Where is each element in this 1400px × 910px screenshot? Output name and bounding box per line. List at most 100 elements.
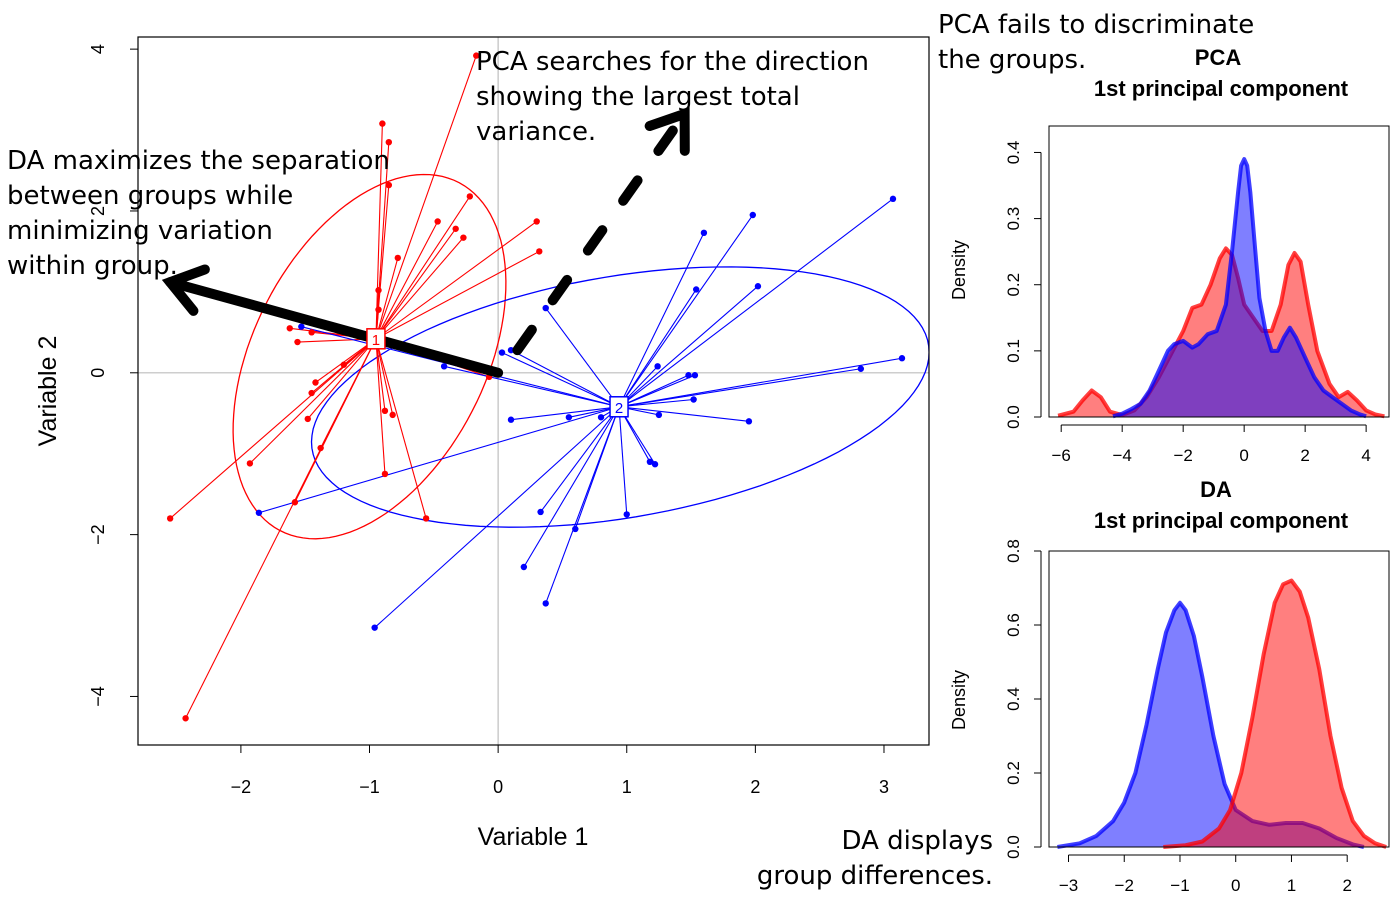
x-tick-label: −1	[1170, 876, 1189, 895]
da-density-frame	[1048, 550, 1390, 848]
centroid-box	[609, 396, 629, 418]
group-2-spoke	[523, 406, 620, 568]
annotation-line: minimizing variation	[7, 216, 273, 246]
group-2-spoke	[618, 368, 861, 408]
da-density-title: DA	[1200, 477, 1232, 502]
group-1-spoke	[375, 338, 386, 411]
group-2-spoke	[618, 285, 759, 408]
group-1-point	[286, 325, 293, 332]
group-1-point	[294, 338, 301, 346]
x-tick-label: −2	[231, 777, 252, 797]
centroid-spokes	[169, 55, 903, 719]
x-tick-label: 1	[622, 777, 632, 797]
group-2-point	[685, 372, 692, 379]
group-1-point	[536, 248, 543, 255]
group-1-point	[385, 138, 393, 146]
x-tick-label: −6	[1052, 446, 1071, 465]
group-2-point	[542, 600, 549, 607]
data-points	[166, 52, 906, 722]
y-tick-label: 0.3	[1004, 207, 1023, 231]
group-2-centroid-marker: 2	[609, 396, 629, 418]
group-1-point	[291, 499, 299, 506]
group-2-point	[498, 349, 506, 356]
da-density-x-axis: −3 −2 −1 0 1 2	[1059, 854, 1352, 895]
group-2-spoke	[618, 232, 705, 408]
da-direction-arrow-shaft	[165, 277, 504, 378]
y-tick-label: 0.1	[1004, 339, 1023, 363]
y-tick-label: 0.4	[1004, 687, 1023, 711]
y-tick-label: 0.6	[1004, 613, 1023, 637]
x-tick-label: 0	[493, 777, 503, 797]
group-1-spoke	[375, 250, 540, 340]
group-2-point	[623, 511, 630, 518]
group-1-point	[312, 379, 319, 386]
y-tick-label: 0.2	[1004, 761, 1023, 785]
group-1-point	[381, 470, 389, 478]
annotation-line: DA maximizes the separation	[7, 146, 390, 176]
da-density-y-axis: 0.0 0.2 0.4 0.6 0.8	[1004, 539, 1042, 859]
annotation-line: PCA searches for the direction	[476, 47, 869, 77]
annotation-line: the groups.	[938, 45, 1087, 75]
group-1-point	[422, 515, 430, 522]
annotation-line: between groups while	[7, 181, 294, 211]
scatter-y-axis-label: Variable 2	[34, 336, 62, 447]
group-1-spoke	[375, 338, 394, 415]
group-2-point	[691, 372, 699, 379]
x-tick-label: 0	[1239, 446, 1248, 465]
group-2-point	[857, 365, 865, 372]
group-2-point	[693, 286, 700, 293]
group-2-point	[754, 283, 762, 290]
pca-searches-annotation: PCA searches for the direction showing t…	[476, 45, 869, 150]
group-2-point	[646, 458, 654, 465]
group-2-point	[597, 414, 605, 421]
annotation-line: showing the largest total	[476, 82, 800, 112]
group-1-point	[379, 120, 386, 127]
group-2-spoke	[540, 406, 620, 513]
group-1-point	[375, 306, 382, 313]
group-2-point	[655, 411, 663, 419]
red-group-density	[1163, 578, 1387, 849]
group-2-spoke	[545, 307, 620, 408]
pca-direction-arrow-head	[644, 106, 690, 156]
group-1-centroid-marker: 1	[366, 328, 386, 350]
group-1-point	[394, 254, 402, 262]
group-2-spoke	[618, 357, 903, 408]
y-tick-label: 0.0	[1004, 835, 1023, 859]
group-1-point	[308, 389, 315, 397]
annotation-line: PCA fails to discriminate	[938, 10, 1255, 40]
da-maximizes-annotation: DA maximizes the separation between grou…	[7, 144, 390, 284]
y-tick-label: 0.8	[1004, 539, 1023, 563]
da-direction-arrow-head	[161, 264, 210, 316]
x-tick-label: −1	[359, 777, 380, 797]
group-1-point	[533, 218, 540, 225]
group-1-spoke	[169, 338, 377, 519]
group-1-point	[389, 411, 396, 419]
pca-fails-annotation: PCA fails to discriminate the groups.	[938, 8, 1254, 78]
x-tick-label: −2	[1173, 446, 1192, 465]
group-1-spoke	[375, 338, 427, 519]
y-tick-label: −4	[88, 686, 108, 707]
group-2-point	[537, 508, 544, 516]
group-2-spoke	[618, 406, 628, 515]
group-1-point	[460, 234, 467, 241]
group-1-point	[452, 225, 459, 232]
centroid-label: 2	[615, 400, 623, 417]
group-1-spoke	[375, 237, 464, 340]
pca-density-title: PCA	[1195, 45, 1242, 70]
x-tick-label: −4	[1112, 446, 1131, 465]
group-1-spoke	[375, 55, 477, 339]
y-tick-label: 0	[88, 368, 108, 378]
x-tick-label: 2	[1342, 876, 1351, 895]
group-2-point	[507, 346, 515, 354]
red-group-density-area	[1163, 580, 1387, 847]
reference-lines	[138, 37, 929, 745]
da-density-y-axis-label: Density	[949, 670, 969, 730]
blue-group-density-curve	[1112, 157, 1367, 419]
scatter-x-axis: −2 −1 0 1 2 3	[231, 744, 889, 797]
x-tick-label: 2	[750, 777, 760, 797]
group-1-point	[304, 415, 311, 423]
group-2-point	[654, 363, 661, 370]
y-tick-label: 0.0	[1004, 405, 1023, 429]
da-density-subtitle: 1st principal component	[1094, 508, 1349, 533]
group-1-spoke	[307, 338, 377, 420]
